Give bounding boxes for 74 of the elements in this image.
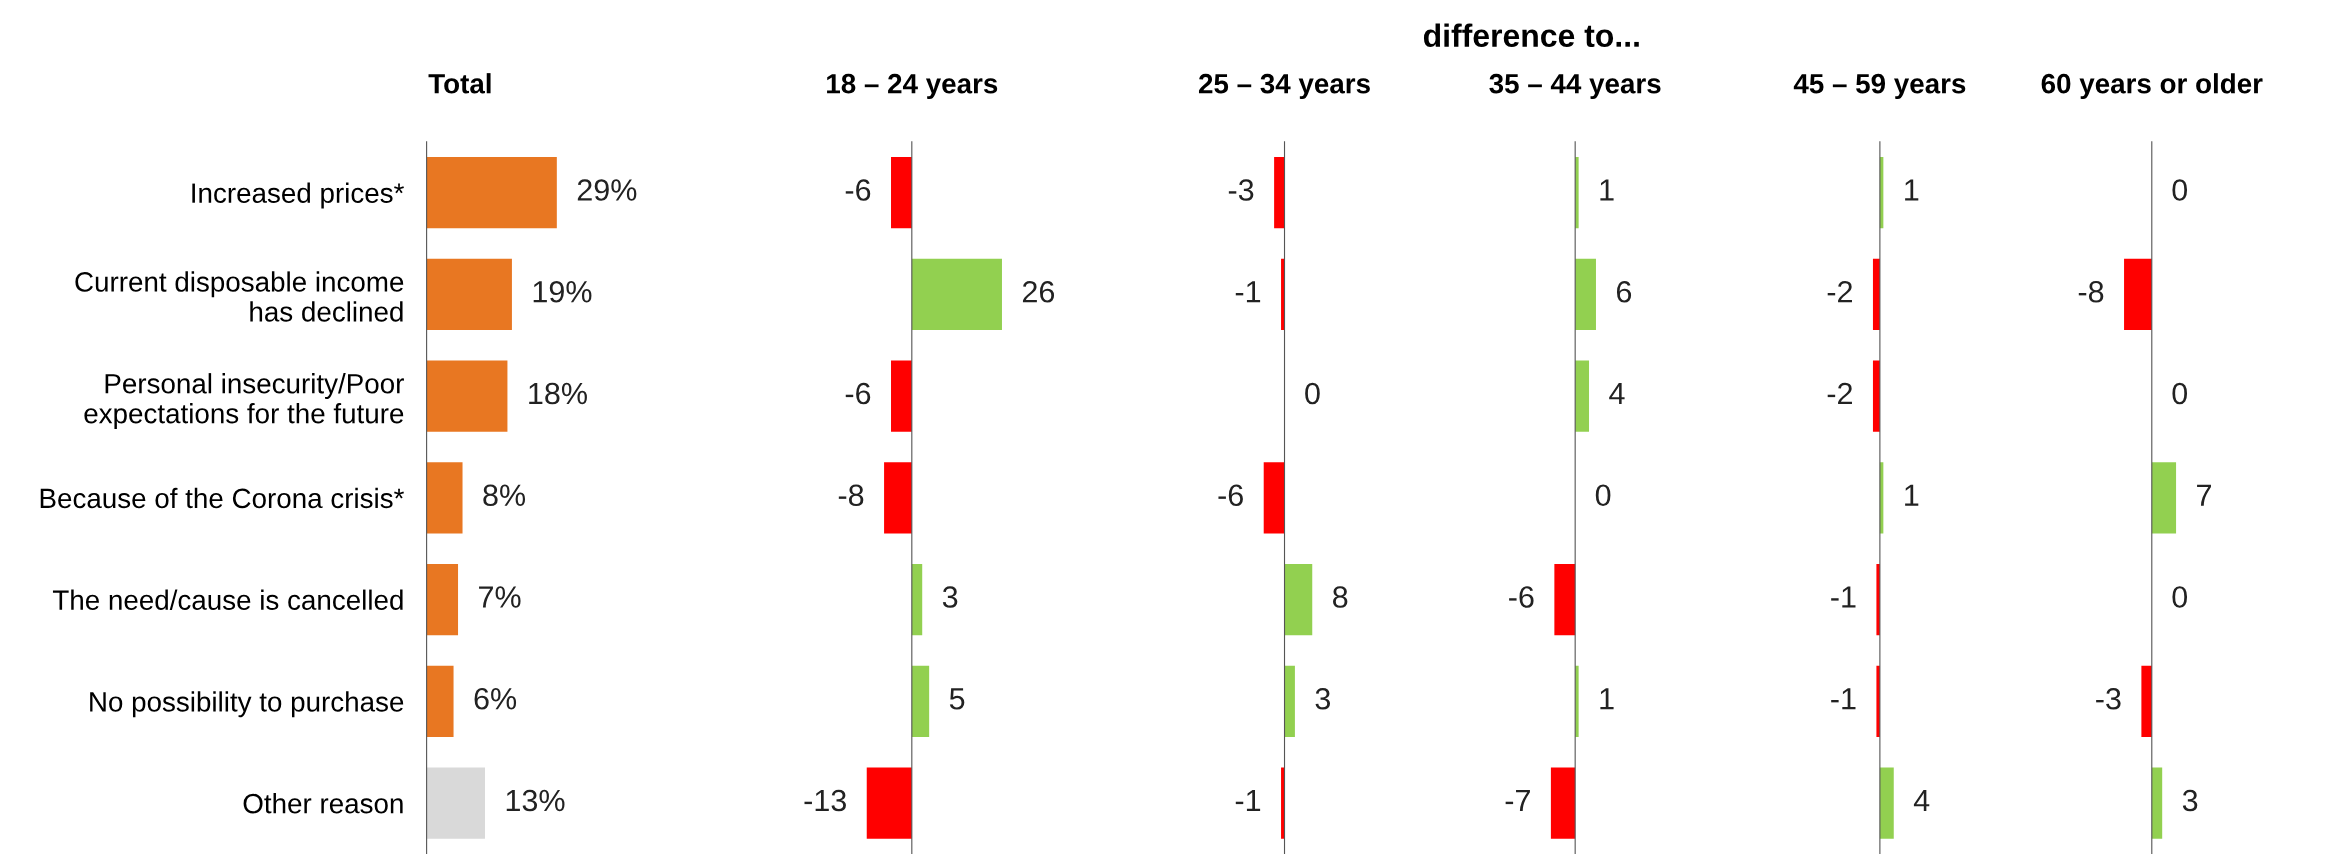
bar	[911, 665, 930, 737]
bar	[426, 564, 459, 636]
data-label: 0	[2172, 179, 2188, 201]
data-label: -1	[1235, 790, 1261, 812]
data-label: 7	[2197, 484, 2211, 506]
data-label: -2	[1827, 280, 1852, 303]
data-label: 4	[1913, 790, 1930, 812]
bar	[426, 360, 508, 432]
y-tick-label: Other reason	[243, 793, 403, 814]
data-label: -8	[838, 484, 864, 507]
data-label: -2	[1827, 382, 1852, 405]
data-label: 29%	[577, 179, 637, 201]
bar	[884, 462, 912, 534]
data-label: 0	[2172, 586, 2188, 608]
data-label: -7	[1505, 790, 1530, 812]
data-label: 7%	[479, 586, 521, 608]
data-label: 8%	[483, 484, 526, 507]
data-label: -6	[1509, 586, 1534, 608]
data-label: 0	[1595, 484, 1611, 507]
bar	[426, 767, 485, 839]
chart-title: 35 – 44 years	[1489, 73, 1661, 100]
data-label: 1	[1600, 688, 1614, 710]
y-tick-label: No possibility to purchase	[90, 691, 404, 718]
y-tick-label: Current disposable income has declined	[75, 271, 404, 322]
data-label: -8	[2078, 280, 2104, 303]
data-label: -3	[2096, 687, 2121, 710]
data-label: -6	[845, 179, 871, 201]
bar	[1550, 767, 1576, 839]
data-label: -13	[804, 789, 846, 812]
chart-title: 45 – 59 years	[1793, 73, 1966, 100]
bar	[911, 258, 1002, 330]
data-label: 1	[1600, 179, 1614, 201]
data-label: -6	[845, 382, 871, 405]
bar	[1554, 564, 1576, 636]
y-tick-label: Personal insecurity/Poor expectations for the future	[84, 373, 404, 429]
chart-title: 25 – 34 years	[1198, 73, 1370, 100]
data-label: 3	[942, 586, 958, 608]
data-label: 26	[1022, 280, 1055, 303]
data-label: 0	[2172, 382, 2188, 405]
text: difference to...	[1423, 23, 1639, 48]
data-label: 3	[1315, 687, 1331, 710]
data-label: 6%	[474, 687, 517, 710]
data-label: -1	[1235, 281, 1261, 303]
bar	[1575, 360, 1590, 432]
data-label: 18%	[529, 382, 587, 405]
bar	[866, 767, 912, 839]
bar	[891, 360, 912, 432]
bar	[426, 665, 454, 737]
bar	[911, 564, 923, 636]
data-label: 13%	[506, 789, 565, 812]
y-tick-label: The need/cause is cancelled	[52, 589, 403, 610]
data-label: 3	[2182, 789, 2198, 812]
bar	[426, 462, 463, 534]
bar	[891, 157, 912, 229]
data-label: -3	[1228, 179, 1254, 201]
data-label: 8	[1333, 586, 1348, 608]
data-label: 4	[1609, 383, 1625, 405]
y-tick-label: Increased prices*	[192, 182, 404, 209]
chart-title: 18 – 24 years	[827, 73, 998, 100]
bar	[1575, 258, 1596, 330]
bar	[426, 157, 557, 229]
chart-title: Total	[428, 73, 491, 94]
data-label: -6	[1218, 484, 1243, 507]
data-label: 1	[1905, 484, 1919, 506]
data-label: 5	[949, 688, 965, 710]
data-label: -1	[1831, 688, 1856, 710]
chart-title: 60 years or older	[2041, 73, 2263, 100]
data-label: 6	[1616, 280, 1632, 303]
data-label: 19%	[533, 280, 592, 303]
bar	[426, 258, 512, 330]
data-label: 1	[1905, 179, 1919, 201]
data-label: -1	[1831, 586, 1856, 608]
y-tick-label: Because of the Corona crisis*	[40, 487, 404, 509]
data-label: 0	[1305, 382, 1320, 405]
